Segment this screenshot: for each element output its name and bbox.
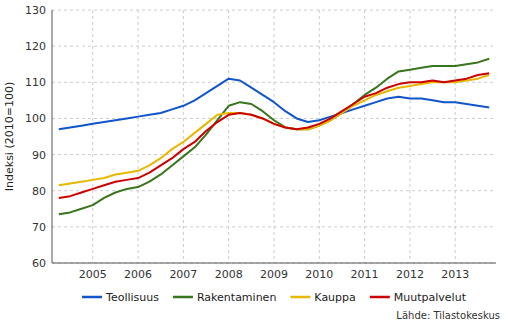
grid-line-x xyxy=(274,10,275,263)
x-tick-label: 2007 xyxy=(169,268,197,281)
y-tick-label: 120 xyxy=(25,40,46,53)
series-line xyxy=(59,73,489,198)
x-tick-label: 2013 xyxy=(441,268,469,281)
x-tick-label: 2012 xyxy=(396,268,424,281)
x-tick-label: 2006 xyxy=(124,268,152,281)
y-tick-label: 130 xyxy=(25,4,46,17)
series-lines xyxy=(59,59,489,214)
y-axis-label: Indeksi (2010=100) xyxy=(3,82,16,191)
legend-swatch xyxy=(290,296,310,299)
series-line xyxy=(59,79,489,130)
grid-line-y xyxy=(52,263,496,264)
legend: Teollisuus Rakentaminen Kauppa Muutpalvelut xyxy=(82,291,467,304)
series-line xyxy=(59,75,489,185)
x-tick-label: 2011 xyxy=(351,268,379,281)
grid-line-x xyxy=(92,10,93,263)
x-axis xyxy=(52,263,496,264)
legend-swatch xyxy=(173,296,193,299)
grid-line-x xyxy=(364,10,365,263)
legend-entry: Rakentaminen xyxy=(197,291,276,304)
grid-line-x xyxy=(455,10,456,263)
source-note: Lähde: Tilastokeskus xyxy=(396,310,500,321)
grid xyxy=(52,10,496,263)
x-tick-label: 2005 xyxy=(79,268,107,281)
y-axis xyxy=(52,10,53,263)
y-tick-label: 70 xyxy=(32,221,46,234)
y-tick-label: 110 xyxy=(25,76,46,89)
grid-line-x xyxy=(183,10,184,263)
grid-line-x xyxy=(138,10,139,263)
legend-entry: Kauppa xyxy=(314,291,355,304)
grid-line-x xyxy=(228,10,229,263)
series-line xyxy=(59,59,489,214)
legend-entry: Teollisuus xyxy=(105,291,159,304)
legend-swatch xyxy=(82,296,102,299)
x-tick-label: 2010 xyxy=(305,268,333,281)
legend-swatch xyxy=(370,296,390,299)
grid-line-x xyxy=(409,10,410,263)
y-tick-label: 80 xyxy=(32,185,46,198)
y-tick-label: 100 xyxy=(25,112,46,125)
y-tick-label: 90 xyxy=(32,149,46,162)
x-tick-label: 2009 xyxy=(260,268,288,281)
x-tick-label: 2008 xyxy=(215,268,243,281)
chart: 60 70 80 90 100 110 120 130 2005 2006 2007 2008 2009… xyxy=(0,0,508,325)
legend-entry: Muutpalvelut xyxy=(394,291,467,304)
y-tick-label: 60 xyxy=(32,257,46,270)
grid-line-x xyxy=(319,10,320,263)
